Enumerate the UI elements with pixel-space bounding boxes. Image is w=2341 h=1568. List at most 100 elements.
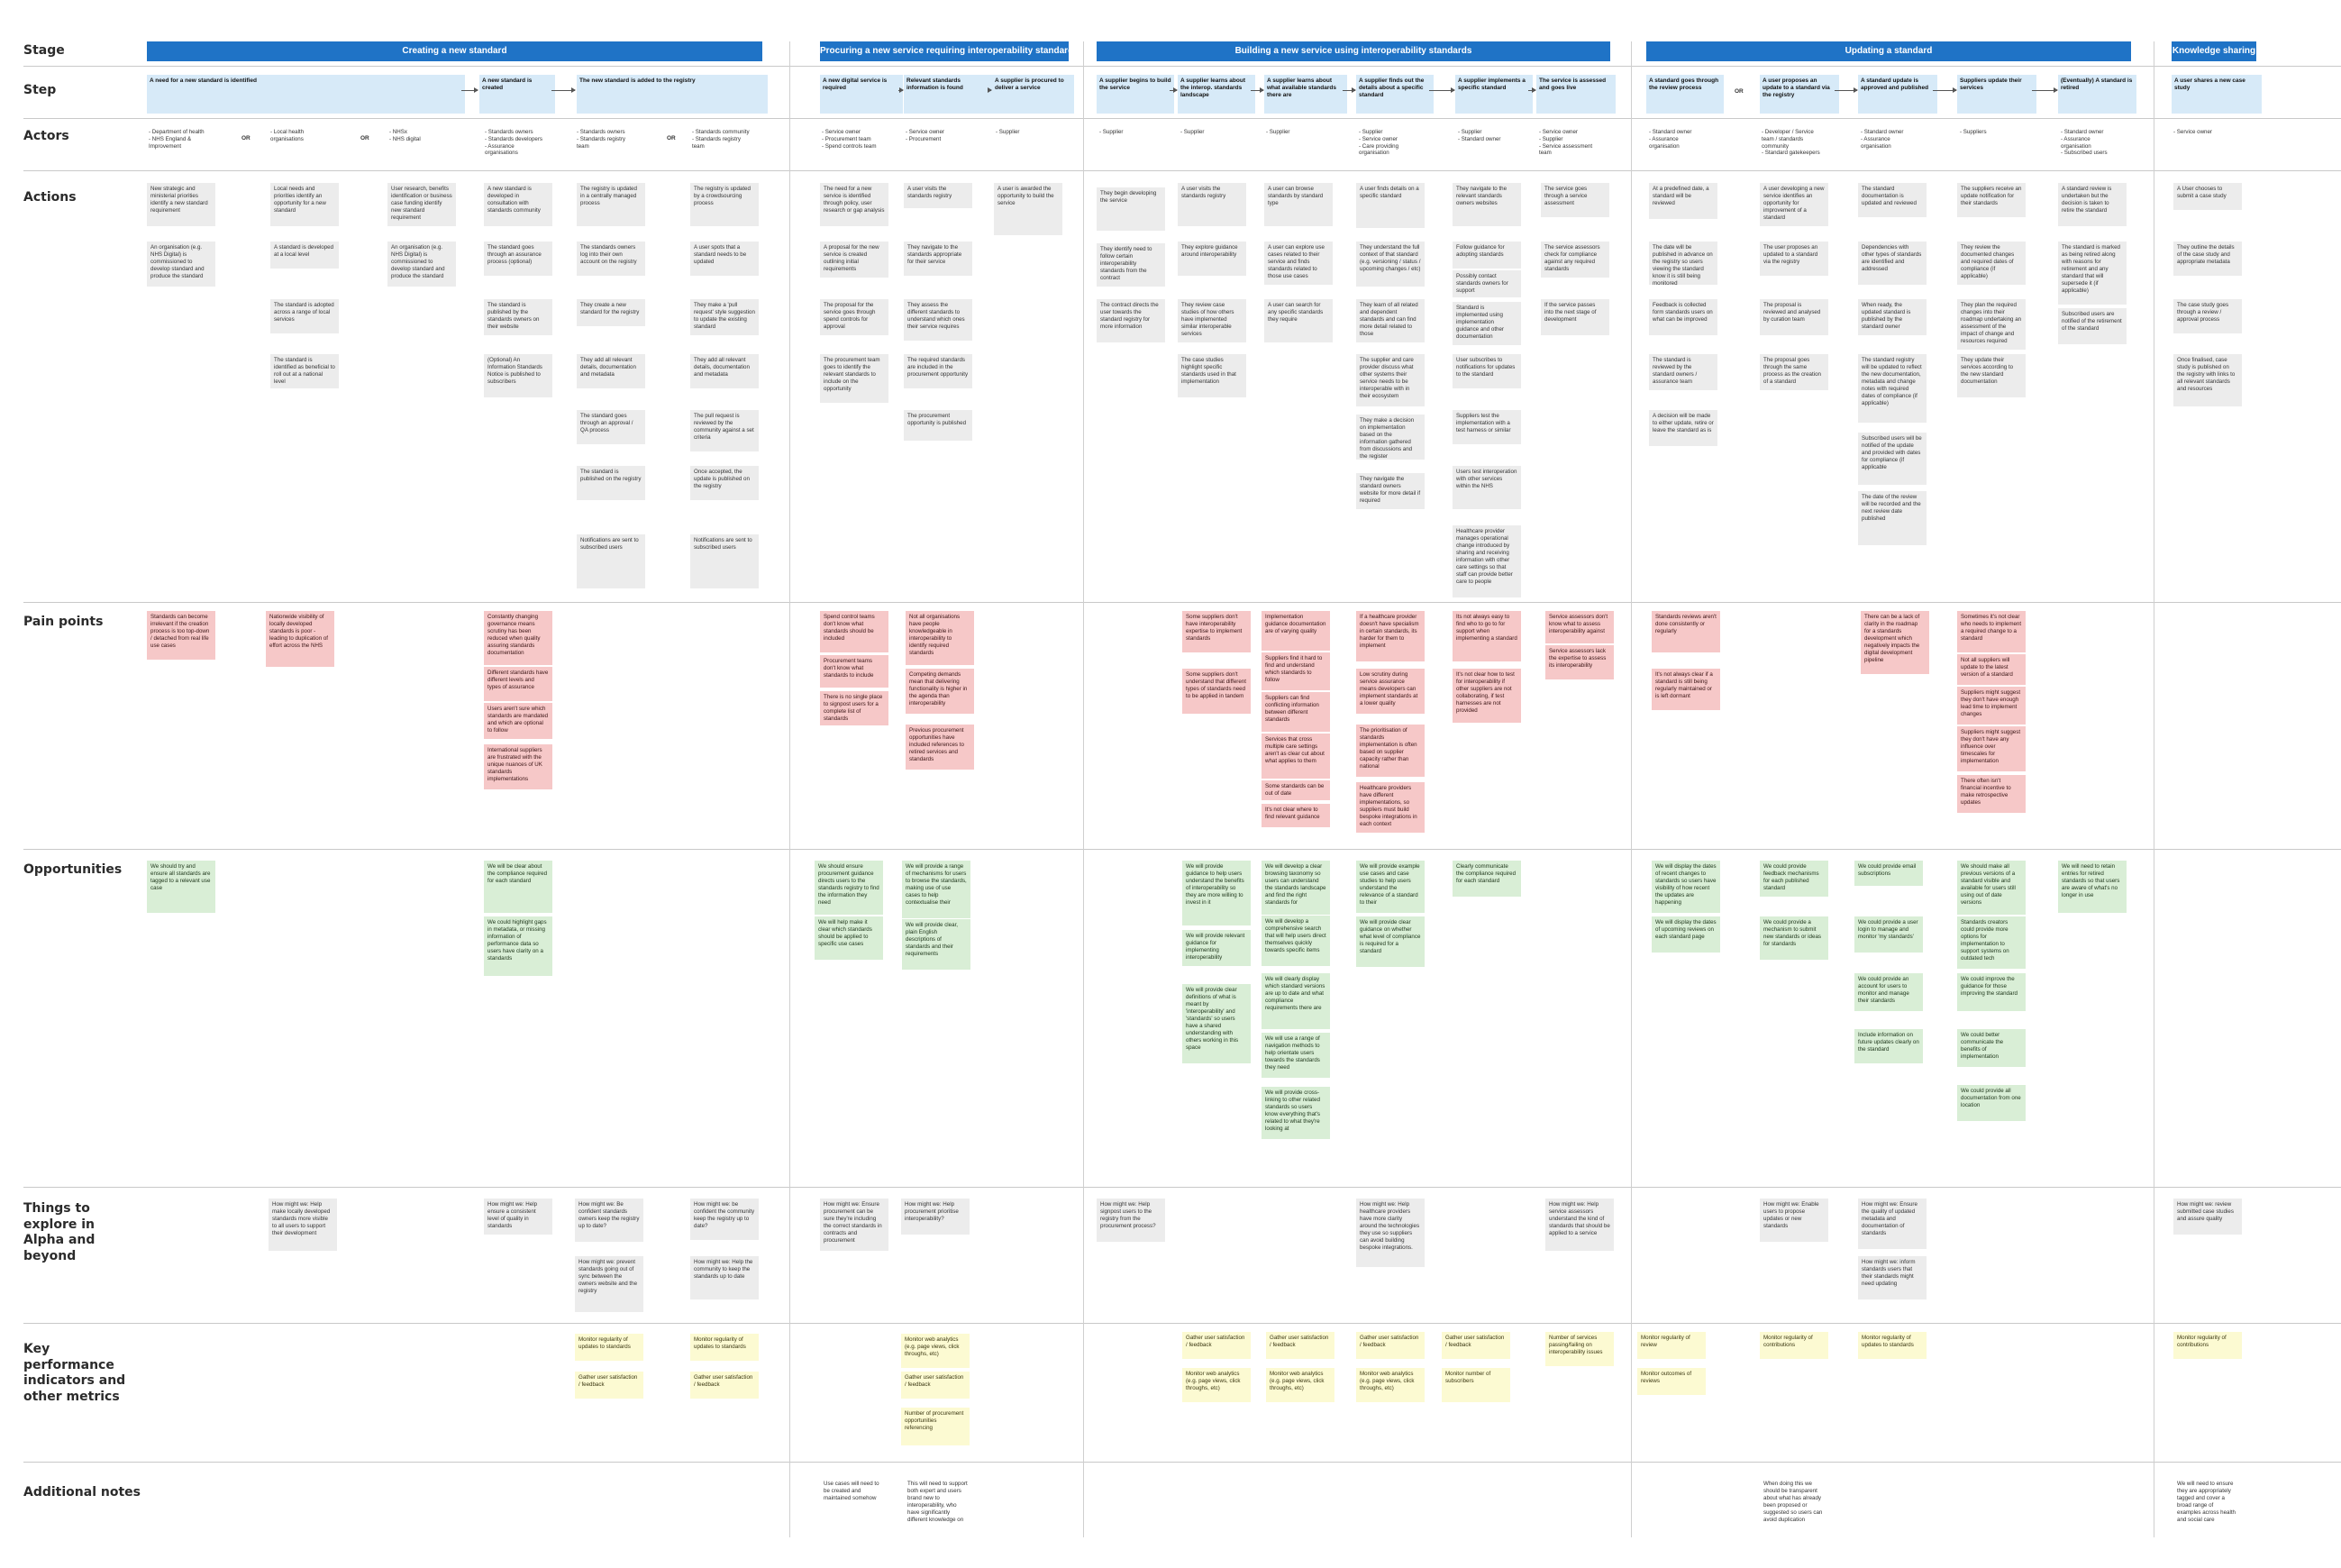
pain-point-note: Not all organisations have people knowle… <box>906 611 974 665</box>
actor-group: - NHSx - NHS digital <box>389 129 421 142</box>
opportunity-note: We will provide a range of mechanisms fo… <box>902 861 970 918</box>
action-note: The standard is marked as being retired … <box>2058 242 2127 305</box>
action-note: The proposal is reviewed and analysed by… <box>1760 299 1828 335</box>
action-note: They plan the required changes into thei… <box>1957 299 2026 350</box>
action-note: A user is awarded the opportunity to bui… <box>994 183 1062 235</box>
step-5: A supplier is procured to deliver a serv… <box>992 75 1074 114</box>
opportunity-note: We could provide all documentation from … <box>1957 1085 2026 1121</box>
action-note: A user developing a new service identifi… <box>1760 183 1828 226</box>
actor-group: - Service owner - Supplier - Service ass… <box>1539 129 1593 157</box>
step-13: A user proposes an update to a standard … <box>1760 75 1839 114</box>
divider <box>23 170 2341 171</box>
action-note: A user can search for any specific stand… <box>1264 299 1333 342</box>
explore-note: How might we: Enable users to propose up… <box>1760 1199 1828 1242</box>
action-note: They understand the full context of that… <box>1356 242 1425 287</box>
actor-group: - Department of health - NHS England & I… <box>149 129 205 150</box>
kpi-note: Gather user satisfaction / feedback <box>1182 1332 1251 1359</box>
step-3: A new digital service is required <box>820 75 903 114</box>
step-17: A user shares a new case study <box>2172 75 2262 114</box>
divider <box>23 602 2341 603</box>
actor-group: - Supplier - Standard owner <box>1458 129 1501 142</box>
action-note: If the service passes into the next stag… <box>1541 299 1609 335</box>
action-note: The standard is identified as beneficial… <box>270 354 339 388</box>
divider <box>23 1323 2341 1324</box>
step-9: A supplier finds out the details about a… <box>1356 75 1434 114</box>
explore-note: How might we: Ensure procurement can be … <box>820 1199 888 1251</box>
pain-point-note: It's not clear where to find relevant gu… <box>1262 804 1330 827</box>
pain-point-note: Suppliers might suggest they don't have … <box>1957 726 2026 771</box>
step-arrow <box>898 87 904 93</box>
step-4: Relevant standards information is found <box>904 75 992 114</box>
opportunity-note: We could provide email subscriptions <box>1854 861 1923 886</box>
row-label-stage: Stage <box>23 43 65 58</box>
stage-procuring: Procuring a new service requiring intero… <box>820 41 1069 61</box>
pain-point-note: Not all suppliers will update to the lat… <box>1957 654 2026 685</box>
action-note: Suppliers test the implementation with a… <box>1453 410 1521 444</box>
opportunity-note: We could better communicate the benefits… <box>1957 1029 2026 1067</box>
action-note: (Optional) An Information Standards Noti… <box>484 354 552 397</box>
action-note: An organisation (e.g. NHS Digital) is co… <box>387 242 456 287</box>
action-note: New strategic and ministerial priorities… <box>147 183 215 226</box>
opportunity-note: We will develop a comprehensive search t… <box>1262 916 1330 966</box>
row-label-actors: Actors <box>23 129 69 143</box>
kpi-note: Monitor regularity of updates to standar… <box>690 1334 759 1361</box>
step-11: The service is assessed and goes live <box>1536 75 1616 114</box>
step-12: A standard goes through the review proce… <box>1646 75 1724 114</box>
kpi-note: Monitor regularity of contributions <box>2173 1332 2242 1359</box>
explore-note: How might we: Help make locally develope… <box>269 1199 337 1251</box>
row-label-step: Step <box>23 83 57 97</box>
action-note: An organisation (e.g. NHS Digital) is co… <box>147 242 215 287</box>
kpi-note: Gather user satisfaction / feedback <box>575 1372 643 1399</box>
row-label-explore: Things to explore in Alpha and beyond <box>23 1201 96 1263</box>
action-note: They begin developing the service <box>1097 187 1165 231</box>
kpi-note: Monitor regularity of updates to standar… <box>1858 1332 1927 1359</box>
action-note: The contract directs the user towards th… <box>1097 299 1165 342</box>
action-note: They outline the details of the case stu… <box>2173 242 2242 276</box>
action-note: The registry is updated by a crowdsourci… <box>690 183 759 226</box>
action-note: A proposal for the new service is create… <box>820 242 888 278</box>
action-note: A User chooses to submit a case study <box>2173 183 2242 210</box>
divider <box>23 849 2341 850</box>
actor-group: - Supplier <box>1099 129 1124 135</box>
action-note: The standard is published by the standar… <box>484 299 552 335</box>
opportunity-note: We could provide feedback mechanisms for… <box>1760 861 1828 897</box>
action-note: A standard review is undertaken but the … <box>2058 183 2127 226</box>
kpi-note: Monitor web analytics (e.g. page views, … <box>1182 1368 1251 1402</box>
action-note: They add all relevant details, documenta… <box>577 354 645 388</box>
action-note: The standard documentation is updated an… <box>1858 183 1927 217</box>
action-note: The registry is updated in a centrally m… <box>577 183 645 226</box>
additional-note: This will need to support both expert an… <box>907 1481 968 1523</box>
stage-knowledge: Knowledge sharing <box>2172 41 2256 61</box>
step-8: A supplier learns about what available s… <box>1264 75 1347 114</box>
actor-group: - Standards community - Standards regist… <box>692 129 750 150</box>
step-arrow <box>1933 87 1957 93</box>
action-note: Subscribed users will be notified of the… <box>1858 433 1927 485</box>
kpi-note: Monitor regularity of contributions <box>1760 1332 1828 1359</box>
explore-note: How might we: Ensure the quality of upda… <box>1858 1199 1927 1249</box>
step-arrow <box>1170 87 1178 93</box>
additional-note: When doing this we should be transparent… <box>1763 1481 1823 1523</box>
kpi-note: Monitor web analytics (e.g. page views, … <box>1356 1368 1425 1402</box>
actor-group: - Suppliers <box>1960 129 1987 135</box>
action-note: They assess the different standards to u… <box>904 299 972 341</box>
actor-group: - Developer / Service team / standards c… <box>1762 129 1820 157</box>
action-note: A user visits the standards registry <box>1178 183 1246 226</box>
pain-point-note: There often isn't financial incentive to… <box>1957 775 2026 813</box>
action-note: A new standard is developed in consultat… <box>484 183 552 226</box>
action-note: Once finalised, case study is published … <box>2173 354 2242 406</box>
explore-note: How might we: Help signpost users to the… <box>1097 1199 1165 1242</box>
actor-group: - Supplier <box>1180 129 1205 135</box>
explore-note: How might we: Be confident standards own… <box>575 1199 643 1242</box>
pain-point-note: Sometimes it's not clear who needs to im… <box>1957 611 2026 652</box>
actor-group: - Service owner - Procurement team - Spe… <box>822 129 877 150</box>
opportunity-note: We could provide a user login to manage … <box>1854 916 1923 953</box>
stage-updating: Updating a standard <box>1646 41 2131 61</box>
action-note: A standard is developed at a local level <box>270 242 339 269</box>
pain-point-note: Some standards can be out of date <box>1262 780 1330 800</box>
step-arrow <box>461 87 478 93</box>
opportunity-note: We will clearly display which standard v… <box>1262 973 1330 1029</box>
action-note: The procurement team goes to identify th… <box>820 354 888 403</box>
action-note: A decision will be made to either update… <box>1649 410 1717 446</box>
actor-group: - Supplier <box>996 129 1020 135</box>
action-note: The proposal goes through the same proce… <box>1760 354 1828 390</box>
